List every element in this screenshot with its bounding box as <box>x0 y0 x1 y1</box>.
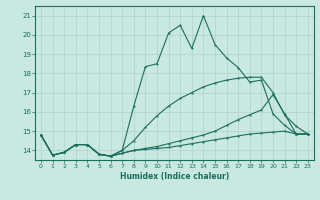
X-axis label: Humidex (Indice chaleur): Humidex (Indice chaleur) <box>120 172 229 181</box>
